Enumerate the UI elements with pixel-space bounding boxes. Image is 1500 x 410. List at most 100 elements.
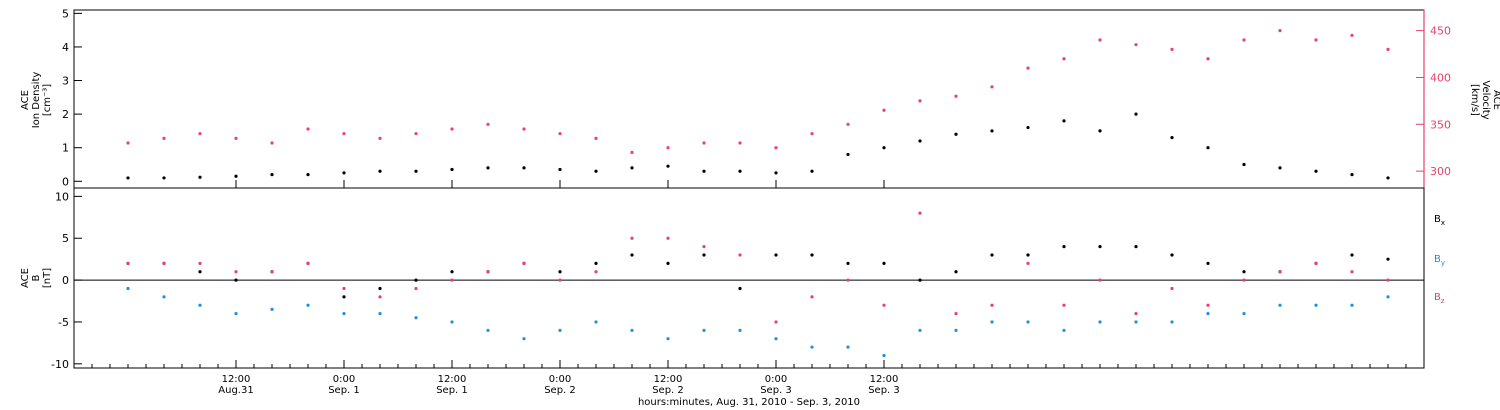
top-velocity-point xyxy=(1134,43,1138,47)
bottom-by-point xyxy=(162,295,166,299)
top-density-point xyxy=(1206,146,1210,150)
top-right-tick-label: 350 xyxy=(1430,118,1451,131)
top-density-point xyxy=(630,166,634,170)
bottom-bz-point xyxy=(558,278,562,282)
x-tick-time: 0:00 xyxy=(549,374,571,385)
bottom-bx-point xyxy=(414,278,418,282)
bottom-by-point xyxy=(522,337,526,341)
top-velocity-point xyxy=(990,85,994,89)
top-velocity-point xyxy=(522,127,526,131)
top-velocity-point xyxy=(1206,57,1210,61)
bottom-bx-point xyxy=(774,253,778,257)
bottom-bx-point xyxy=(1170,253,1174,257)
legend-bz: Bz xyxy=(1434,292,1445,305)
bottom-left-tick-label: 10 xyxy=(55,190,69,203)
top-density-point xyxy=(702,169,706,173)
top-density-point xyxy=(1386,176,1390,180)
bottom-bz-point xyxy=(702,245,706,249)
top-ylabel-line3: [cm⁻³] xyxy=(42,84,53,116)
bottom-bz-point xyxy=(1206,303,1210,307)
bottom-bz-point xyxy=(450,278,454,282)
x-tick-date: Sep. 2 xyxy=(652,385,684,396)
top-velocity-point xyxy=(414,132,418,136)
bottom-by-point xyxy=(882,353,886,358)
bottom-bx-point xyxy=(918,278,922,282)
bottom-by-point xyxy=(630,328,634,332)
bottom-bx-point xyxy=(198,270,202,274)
bottom-by-point xyxy=(1170,320,1174,324)
bottom-bz-point xyxy=(342,286,346,291)
x-tick-time: 12:00 xyxy=(654,374,683,385)
top-velocity-point xyxy=(1350,33,1354,37)
bottom-bz-point xyxy=(1350,270,1354,274)
top-density-point xyxy=(918,139,922,143)
bottom-legend: Bx By Bz xyxy=(1434,214,1445,305)
top-left-tick-label: 3 xyxy=(62,75,69,88)
x-tick-date: Aug.31 xyxy=(218,385,253,396)
top-velocity-point xyxy=(198,132,202,136)
bottom-bz-point xyxy=(126,261,130,265)
x-tick-date: Sep. 1 xyxy=(328,385,360,396)
x-tick-date: Sep. 3 xyxy=(868,385,900,396)
top-density-point xyxy=(1314,169,1318,173)
bottom-bx-point xyxy=(1206,261,1210,265)
bottom-by-point xyxy=(774,337,778,341)
bottom-bx-point xyxy=(378,286,382,291)
top-density-point xyxy=(1350,172,1354,177)
bottom-by-point xyxy=(810,345,814,349)
top-density-point xyxy=(126,176,130,180)
bottom-by-point xyxy=(414,316,418,320)
top-density-point xyxy=(666,164,670,168)
bottom-by-point xyxy=(702,328,706,332)
bottom-bz-point xyxy=(882,303,886,307)
top-velocity-point xyxy=(954,94,958,98)
bottom-bx-point xyxy=(882,261,886,265)
bottom-bz-point xyxy=(1170,286,1174,291)
bottom-left-tick-label: 0 xyxy=(62,274,69,287)
bottom-bx-point xyxy=(1350,253,1354,257)
bottom-bx-point xyxy=(666,261,670,265)
bottom-by-point xyxy=(1242,311,1246,316)
top-density-point xyxy=(1170,136,1174,140)
bottom-bx-point xyxy=(954,270,958,274)
top-density-point xyxy=(558,167,562,172)
bottom-bz-point xyxy=(414,286,418,291)
bottom-bx-point xyxy=(342,295,346,299)
top-right-ylabel-line1: ACE xyxy=(1491,90,1500,110)
x-tick-time: 12:00 xyxy=(438,374,467,385)
bottom-bz-point xyxy=(234,270,238,274)
bottom-by-point xyxy=(486,328,490,332)
bottom-bz-point xyxy=(846,278,850,282)
legend-subscript: y xyxy=(1441,259,1445,267)
bottom-bz-point xyxy=(774,320,778,324)
legend-by: By xyxy=(1434,254,1445,267)
top-velocity-point xyxy=(1314,38,1318,42)
top-left-tick-label: 1 xyxy=(62,142,69,155)
legend-subscript: x xyxy=(1441,219,1445,227)
top-density-point xyxy=(306,172,310,177)
bottom-by-point xyxy=(198,303,202,307)
bottom-by-point xyxy=(306,303,310,307)
top-velocity-point xyxy=(270,141,274,145)
bottom-bz-point xyxy=(810,295,814,299)
top-right-tick-label: 400 xyxy=(1430,71,1451,84)
top-velocity-point xyxy=(1170,47,1174,51)
top-density-point xyxy=(1242,162,1246,167)
bottom-bx-point xyxy=(558,270,562,274)
bottom-by-point xyxy=(270,307,274,311)
x-axis-title: hours:minutes, Aug. 31, 2010 - Sep. 3, 2… xyxy=(638,397,860,408)
bottom-by-point xyxy=(738,328,742,332)
bottom-by-point xyxy=(126,286,130,291)
bottom-bx-point xyxy=(594,261,598,265)
top-velocity-point xyxy=(1386,47,1390,51)
top-velocity-point xyxy=(774,146,778,150)
bottom-bx-point xyxy=(1026,253,1030,257)
top-density-point xyxy=(954,132,958,136)
top-velocity-point xyxy=(846,122,850,126)
bottom-bz-point xyxy=(162,261,166,265)
bottom-by-point xyxy=(990,320,994,324)
top-velocity-point xyxy=(486,122,490,126)
top-velocity-point xyxy=(234,136,238,140)
bottom-bz-point xyxy=(306,261,310,265)
bottom-bx-point xyxy=(702,253,706,257)
